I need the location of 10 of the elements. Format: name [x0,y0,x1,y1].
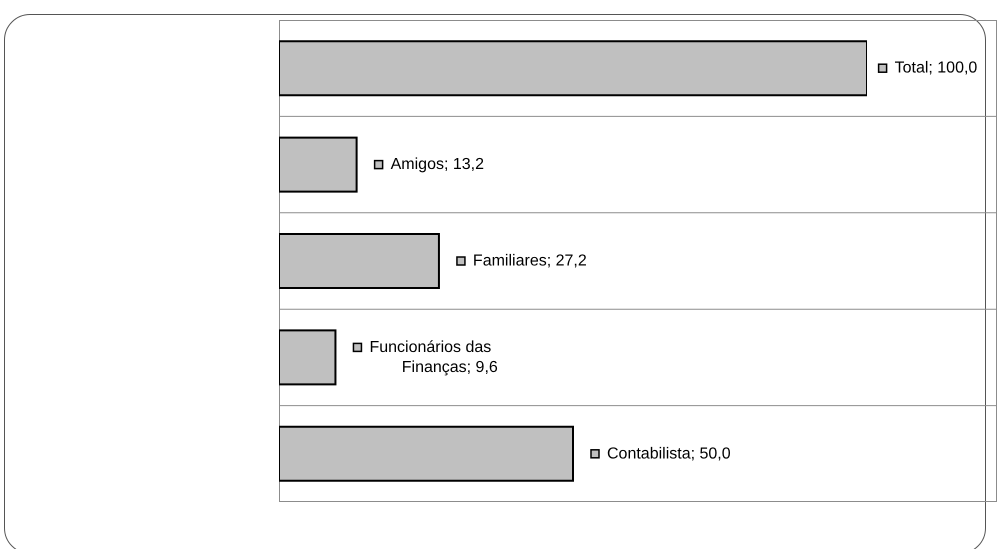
bar [279,233,440,290]
data-label: Familiares; 27,2 [472,252,587,270]
data-label: Amigos; 13,2 [390,156,484,174]
data-label: Funcionários das Finanças; 9,6 [369,338,498,376]
data-label: Contabilista; 50,0 [607,445,731,462]
bar [279,136,358,193]
data-label: Total; 100,0 [894,60,978,77]
bar [279,426,574,482]
bar [279,40,867,96]
bar [279,329,336,386]
